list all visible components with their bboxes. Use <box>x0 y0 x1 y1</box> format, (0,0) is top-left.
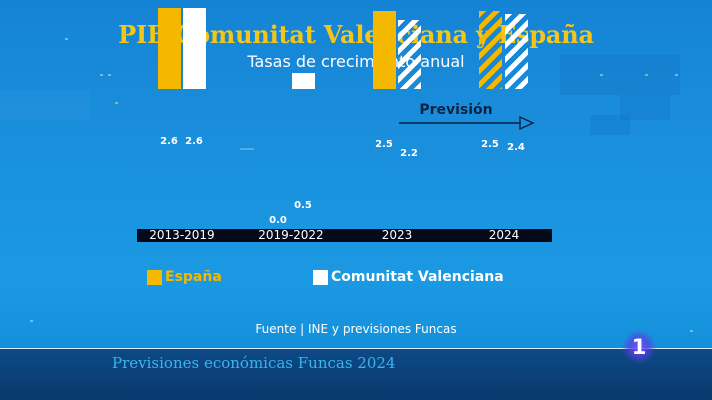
value-label: 2.4 <box>507 142 525 153</box>
lower-third-band <box>0 348 712 400</box>
bar-espana-2023 <box>373 11 396 89</box>
legend-label: España <box>165 269 222 285</box>
legend-swatch-cv <box>313 269 328 285</box>
legend-label: Comunitat Valenciana <box>331 269 504 285</box>
bar-espana-2013-2019 <box>158 8 181 89</box>
legend-swatch-espana <box>147 269 162 285</box>
x-tick-label: 2013-2019 <box>149 228 215 242</box>
x-tick-label: 2019-2022 <box>258 228 324 242</box>
value-label: 2.5 <box>375 139 393 150</box>
bar-chart: 2.6 2.6 0.0 0.5 2.5 2.2 2.5 2.4 2013-201… <box>137 8 552 242</box>
bar-cv-2023-forecast <box>398 20 421 89</box>
x-axis-bar <box>137 229 552 242</box>
value-label: 0.5 <box>294 200 312 211</box>
value-label: 2.2 <box>400 148 418 159</box>
value-label: 2.5 <box>481 139 499 150</box>
forecast-label: Previsión <box>419 102 493 118</box>
channel-logo-icon: 1 <box>622 330 656 364</box>
bar-cv-2024-forecast <box>505 14 528 89</box>
x-tick-label: 2024 <box>488 228 520 242</box>
forecast-arrow-icon <box>399 116 535 130</box>
bar-cv-2019-2022 <box>292 73 315 89</box>
bar-espana-2024-forecast <box>479 11 502 89</box>
value-label: 2.6 <box>160 136 178 147</box>
legend-item-cv: Comunitat Valenciana <box>313 267 504 287</box>
legend-item-espana: España <box>147 267 222 287</box>
value-label: 0.0 <box>269 215 287 226</box>
x-tick-label: 2023 <box>381 228 413 242</box>
lower-third-caption: Previsiones económicas Funcas 2024 <box>112 354 396 372</box>
value-label: 2.6 <box>185 136 203 147</box>
source-note: Fuente | INE y previsiones Funcas <box>255 322 457 336</box>
bar-cv-2013-2019 <box>183 8 206 89</box>
